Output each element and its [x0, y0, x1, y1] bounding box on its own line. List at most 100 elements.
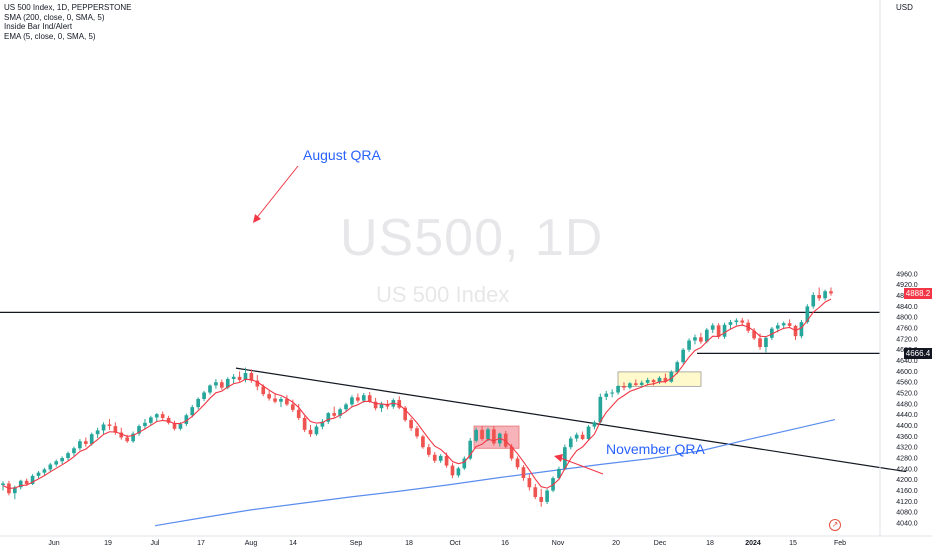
candle [344, 402, 348, 412]
x-tick-label: 2024 [745, 540, 761, 547]
x-tick-label: 18 [706, 540, 714, 547]
candle [166, 415, 171, 425]
candle [823, 289, 827, 301]
ema-5-line [2, 298, 832, 489]
candle-body [734, 320, 739, 323]
candle [107, 419, 112, 430]
candle [456, 466, 461, 478]
candle [415, 426, 419, 439]
candle [752, 328, 756, 340]
candle-body [480, 429, 484, 440]
candle-body [492, 429, 496, 444]
candle-body [663, 377, 668, 382]
y-tick-label: 4320.0 [896, 445, 918, 452]
candle-body [409, 420, 413, 429]
candle-body [237, 376, 242, 381]
candle-body [113, 426, 118, 433]
legend-ema[interactable]: EMA (5, close, 0, SMA, 5) [4, 31, 96, 41]
price-axis[interactable]: 4040.0 4080.0 4120.0 4160.0 4200.0 4240.0 4280… [879, 0, 918, 536]
november-arrowhead [554, 454, 563, 462]
candle-body [385, 404, 390, 407]
candle-body [379, 404, 384, 409]
candle-body [249, 373, 254, 381]
candle [249, 369, 254, 383]
candle [356, 393, 360, 403]
candle-body [397, 400, 402, 408]
candle-body [214, 382, 218, 386]
candle-body [202, 392, 206, 399]
candle [734, 318, 739, 326]
candle [764, 336, 768, 353]
candle-body [639, 382, 644, 385]
candle-body [131, 433, 135, 442]
candle [379, 401, 384, 412]
candle-body [770, 328, 774, 338]
currency-label[interactable]: USD [896, 3, 913, 12]
x-tick-label: 19 [104, 540, 112, 547]
x-tick-label: 20 [612, 540, 620, 547]
candle [574, 432, 579, 442]
candle [403, 406, 408, 422]
candle-body [415, 428, 419, 437]
candle-body [758, 338, 762, 348]
candle [24, 478, 29, 486]
candle [267, 390, 271, 401]
candle-body [829, 291, 833, 294]
candle-body [474, 429, 478, 441]
ema-5-group [2, 298, 832, 489]
candle-body [799, 322, 804, 337]
candle [699, 332, 703, 344]
candle [432, 452, 437, 463]
candle [426, 443, 431, 457]
x-tick-label: 15 [789, 540, 797, 547]
x-tick-label: Jun [48, 540, 59, 547]
y-tick-label: 4120.0 [896, 499, 918, 506]
y-tick-label: 4760.0 [896, 326, 918, 333]
y-tick-label: 4160.0 [896, 488, 918, 495]
candle-body [12, 487, 17, 494]
candle [639, 380, 644, 388]
candle [131, 431, 135, 443]
watermark-description: US 500 Index [376, 282, 510, 307]
candle-body [66, 453, 70, 459]
x-tick-label: 17 [197, 540, 205, 547]
candle-body [651, 380, 656, 383]
candle-body [119, 432, 124, 438]
candle-body [166, 417, 171, 423]
candle [184, 413, 189, 427]
candle [273, 393, 277, 404]
candle [740, 317, 745, 326]
candle-body [338, 409, 342, 416]
candle [651, 378, 656, 386]
candle-body [72, 448, 76, 454]
candle [18, 479, 23, 490]
candle [149, 415, 153, 425]
candle-body [622, 386, 626, 388]
legend-inside-bar[interactable]: Inside Bar Ind/Alert [4, 22, 73, 31]
time-axis[interactable]: Jun 19 Jul 17 Aug 14 Sep 18 Oct 16 Nov 20 Dec 18 2024 1… [0, 535, 932, 547]
candle [350, 395, 354, 407]
candle [503, 430, 508, 449]
candle [515, 456, 520, 470]
candle-body [533, 487, 538, 498]
candle [693, 334, 697, 345]
y-tick-label: 4560.0 [896, 380, 918, 387]
legend-symbol-title[interactable]: US 500 Index, 1D, PEPPERSTONE [4, 3, 132, 12]
candle-body [817, 295, 822, 299]
candle [480, 426, 484, 441]
legend-sma[interactable]: SMA (200, close, 0, SMA, 5) [4, 12, 105, 22]
candle-body [563, 447, 567, 469]
candle [279, 396, 283, 408]
candle-body [764, 337, 768, 348]
annotation-arrows [253, 165, 604, 475]
candle-body [486, 429, 490, 440]
candle [202, 390, 206, 402]
candle [628, 382, 632, 390]
x-tick-label: 14 [289, 540, 297, 547]
candle-body [89, 434, 94, 444]
candle-body [149, 417, 153, 423]
candle-body [456, 468, 461, 476]
candle [728, 319, 733, 330]
candle [231, 374, 236, 384]
